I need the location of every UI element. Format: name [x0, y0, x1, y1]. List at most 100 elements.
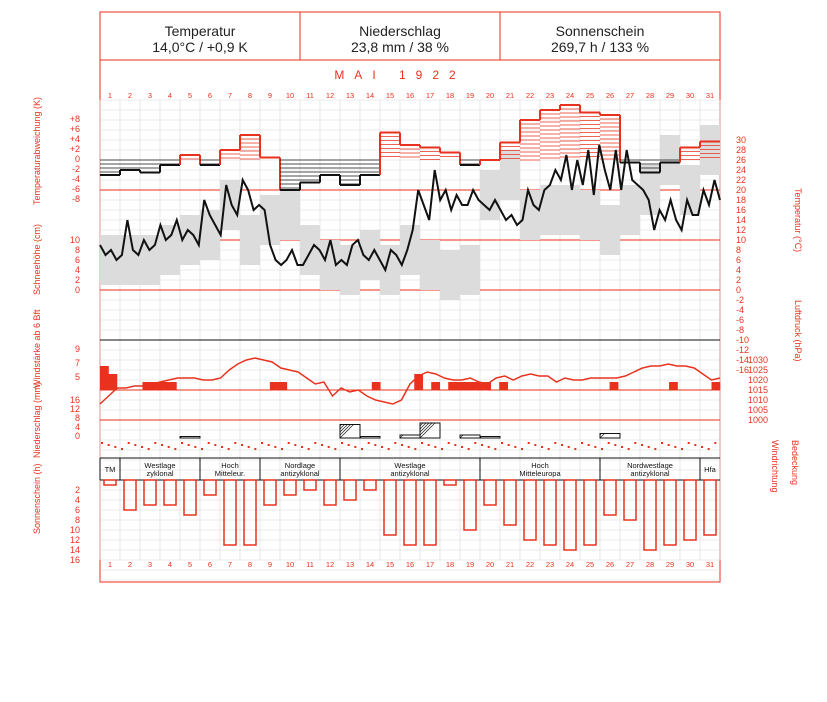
wind-direction-dot [494, 448, 497, 450]
day-label-bottom: 14 [366, 560, 374, 569]
weather-type-label: Hfa [704, 465, 717, 474]
wind-direction-dot [634, 442, 637, 444]
temperature-range-band [460, 245, 480, 295]
precip-hatch [339, 424, 354, 439]
wind-direction-dot [507, 444, 510, 446]
day-label-bottom: 19 [466, 560, 474, 569]
day-label-bottom: 23 [546, 560, 554, 569]
day-label-bottom: 28 [646, 560, 654, 569]
temp-deviation-tick: +2 [70, 144, 80, 154]
day-label-bottom: 12 [326, 560, 334, 569]
wind-bar [448, 382, 458, 390]
weather-type-line2: antizyklonal [630, 469, 670, 478]
day-label-bottom: 11 [306, 560, 314, 569]
wind-direction-dot [674, 446, 677, 448]
precip-hatch [599, 433, 605, 439]
wind-bar [609, 382, 619, 390]
sunshine-bar [283, 479, 297, 496]
sunshine-bar [123, 479, 137, 511]
sunshine-bar [323, 479, 337, 506]
sunshine-bar [383, 479, 397, 536]
wind-direction-dot [667, 444, 670, 446]
wind-bar [100, 366, 109, 390]
pressure-tick: 1000 [748, 415, 768, 425]
sunshine-tick: 16 [70, 555, 80, 565]
day-label-bottom: 13 [346, 560, 354, 569]
wind-direction-dot [381, 446, 383, 448]
wind-direction-dot [474, 442, 477, 444]
day-label-top: 4 [168, 91, 172, 100]
wind-direction-dot [187, 444, 190, 446]
wind-direction-dot [514, 446, 517, 448]
wind-direction-dot [127, 442, 130, 444]
weather-type-line1: Westlage [144, 461, 175, 470]
wind-direction-dot [141, 446, 143, 448]
wind-direction-dot [714, 442, 717, 444]
wind-bar [150, 382, 160, 390]
wind-direction-dot [314, 442, 317, 444]
wind-direction-dot [247, 446, 250, 448]
precip-hatch [399, 434, 404, 439]
sunshine-bar [363, 479, 377, 491]
day-label-top: 25 [586, 91, 594, 100]
temperature-range-band [420, 240, 440, 290]
temperature-range-band [440, 250, 460, 300]
wind-direction-dot [421, 442, 423, 444]
temperature-range-band [100, 235, 120, 285]
temperature-range-band [200, 210, 220, 260]
precip-hatch [339, 424, 348, 433]
snow-tick: 4 [75, 265, 80, 275]
sunshine-tick: 10 [70, 525, 80, 535]
sunshine-bar [623, 479, 637, 521]
day-label-bottom: 17 [426, 560, 434, 569]
precip-hatch [459, 434, 464, 439]
temperature-tick: 2 [736, 275, 741, 285]
wind-direction-dot [521, 448, 523, 450]
axis-label-wind: Windstärke ab 6 Bft [32, 309, 42, 388]
temperature-tick: -2 [736, 295, 744, 305]
temp-deviation-tick: -6 [72, 184, 80, 194]
wind-direction-dot [574, 448, 577, 450]
wind-bar [473, 382, 483, 390]
wind-direction-dot [207, 442, 210, 444]
temp-deviation-tick: +8 [70, 114, 80, 124]
wind-direction-dot [307, 448, 310, 450]
wind-direction-dot [694, 444, 697, 446]
temperature-tick: 22 [736, 175, 746, 185]
temperature-tick: 24 [736, 165, 746, 175]
wind-direction-dot [654, 448, 657, 450]
temperature-range-band [360, 230, 380, 280]
wind-direction-dot [454, 444, 457, 446]
day-label-top: 8 [248, 91, 252, 100]
wind-direction-dot [414, 448, 417, 450]
day-label-bottom: 18 [446, 560, 454, 569]
weather-type-line1: Nordwestlage [627, 461, 673, 470]
wind-direction-dot [181, 442, 183, 444]
day-label-top: 26 [606, 91, 614, 100]
wind-direction-dot [647, 446, 650, 448]
sunshine-bar [223, 479, 237, 546]
wind-direction-dot [294, 444, 297, 446]
day-label-top: 7 [228, 91, 232, 100]
temperature-range-band [340, 245, 360, 295]
wind-direction-dot [221, 446, 223, 448]
day-label-top: 28 [646, 91, 654, 100]
wind-bar [278, 382, 288, 390]
wind-tick: 5 [75, 372, 80, 382]
axis-label-snow: Schneehöhe (cm) [32, 224, 42, 295]
pressure-line [99, 357, 721, 405]
snow-tick: 0 [75, 285, 80, 295]
wind-bar [711, 382, 721, 390]
temperature-range-band [560, 185, 580, 235]
sunshine-bar [543, 479, 557, 546]
day-label-top: 31 [706, 91, 714, 100]
day-label-bottom: 8 [248, 560, 252, 569]
temperature-range-band [300, 225, 320, 275]
sunshine-bar [503, 479, 517, 526]
precip-hatch [479, 436, 482, 439]
wind-direction-dot [614, 444, 617, 446]
day-label-bottom: 7 [228, 560, 232, 569]
wind-direction-dot [121, 448, 123, 450]
wind-direction-dot [354, 446, 357, 448]
temperature-range-band [140, 235, 160, 285]
